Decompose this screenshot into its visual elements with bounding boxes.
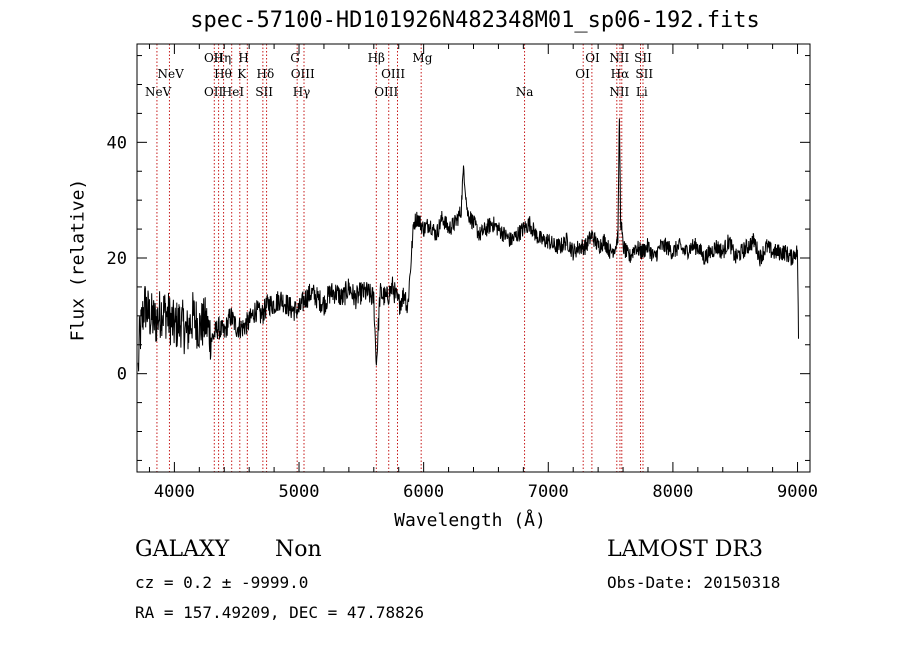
x-tick-label-9000: 9000 bbox=[777, 482, 818, 502]
redshift-readout: cz = 0.2 ± -9999.0 bbox=[135, 573, 309, 592]
obs-date: Obs-Date: 20150318 bbox=[607, 573, 781, 592]
x-tick-label-7000: 7000 bbox=[528, 482, 569, 502]
line-label-24: SII bbox=[634, 51, 652, 65]
plot-frame bbox=[136, 43, 811, 473]
object-subclass: Non bbox=[275, 537, 322, 562]
coordinates-readout: RA = 157.49209, DEC = 47.78826 bbox=[135, 603, 424, 622]
line-label-12: OIII bbox=[291, 67, 315, 81]
line-label-19: OI bbox=[585, 51, 600, 65]
y-axis-label: Flux (relative) bbox=[67, 178, 89, 342]
spectrum-line bbox=[137, 118, 799, 372]
line-label-6: HeI bbox=[222, 85, 245, 99]
chart-title: spec-57100-HD101926N482348M01_sp06-192.f… bbox=[190, 8, 760, 33]
line-label-10: SII bbox=[255, 85, 273, 99]
line-label-13: Hγ bbox=[293, 85, 311, 99]
line-label-16: OIII bbox=[374, 85, 398, 99]
line-label-1: NeV bbox=[158, 67, 185, 81]
line-label-4: Hη bbox=[214, 51, 232, 65]
line-label-9: Hδ bbox=[257, 67, 275, 81]
line-label-17: Mg bbox=[412, 51, 432, 65]
line-label-2: OII bbox=[204, 51, 224, 65]
line-label-25: SII bbox=[635, 67, 653, 81]
line-label-21: NII bbox=[609, 51, 629, 65]
line-label-20: OI bbox=[575, 67, 590, 81]
line-label-14: Hβ bbox=[368, 51, 385, 65]
x-tick-label-5000: 5000 bbox=[279, 482, 320, 502]
line-label-8: K bbox=[237, 67, 247, 81]
y-tick-label-0: 0 bbox=[117, 365, 127, 385]
spectrum-series bbox=[137, 118, 799, 372]
line-label-11: G bbox=[290, 51, 300, 65]
axis-ticks: 4000 5000 6000 7000 8000 9000 0 20 40 bbox=[107, 44, 818, 502]
y-tick-label-20: 20 bbox=[107, 249, 127, 269]
line-label-3: OII bbox=[204, 85, 224, 99]
x-axis-label: Wavelength (Å) bbox=[394, 510, 546, 531]
line-label-23: NII bbox=[609, 85, 629, 99]
x-tick-label-6000: 6000 bbox=[403, 482, 444, 502]
y-tick-label-40: 40 bbox=[107, 133, 127, 153]
x-tick-label-8000: 8000 bbox=[652, 482, 693, 502]
line-label-22: Hα bbox=[611, 67, 630, 81]
emission-line-markers bbox=[156, 44, 644, 472]
line-label-18: Na bbox=[516, 85, 534, 99]
x-tick-label-4000: 4000 bbox=[154, 482, 195, 502]
line-label-15: OIII bbox=[381, 67, 405, 81]
line-label-5: Hθ bbox=[214, 67, 232, 81]
object-class: GALAXY bbox=[135, 537, 230, 562]
survey-name: LAMOST DR3 bbox=[607, 537, 763, 562]
line-label-0: NeV bbox=[145, 85, 172, 99]
line-label-26: Li bbox=[636, 85, 648, 99]
line-label-7: H bbox=[238, 51, 248, 65]
